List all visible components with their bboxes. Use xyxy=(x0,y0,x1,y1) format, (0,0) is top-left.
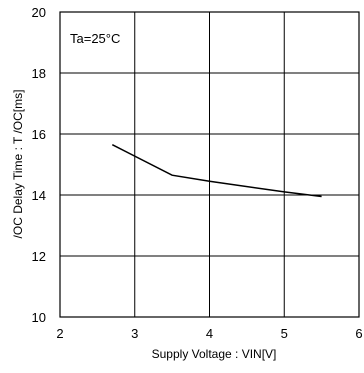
x-tick-label: 4 xyxy=(206,326,213,341)
series-line xyxy=(111,144,322,198)
x-tick-labels: 2 3 4 5 6 xyxy=(56,326,362,341)
x-tick-label: 2 xyxy=(56,326,63,341)
x-tick-label: 3 xyxy=(131,326,138,341)
y-tick-label: 10 xyxy=(32,310,46,325)
annotation-label: Ta=25°C xyxy=(70,31,120,46)
x-tick-label: 5 xyxy=(281,326,288,341)
grid-lines xyxy=(60,12,359,317)
y-tick-labels: 10 12 14 16 18 20 xyxy=(32,5,46,325)
y-tick-label: 14 xyxy=(32,188,46,203)
plot-frame xyxy=(59,11,360,318)
x-axis-title: Supply Voltage : VIN[V] xyxy=(152,347,277,361)
y-tick-label: 12 xyxy=(32,249,46,264)
x-tick-label: 6 xyxy=(355,326,362,341)
y-tick-label: 16 xyxy=(32,127,46,142)
y-tick-label: 20 xyxy=(32,5,46,20)
y-axis-title: /OC Delay Time : T /OC[ms] xyxy=(11,90,25,239)
y-tick-label: 18 xyxy=(32,66,46,81)
